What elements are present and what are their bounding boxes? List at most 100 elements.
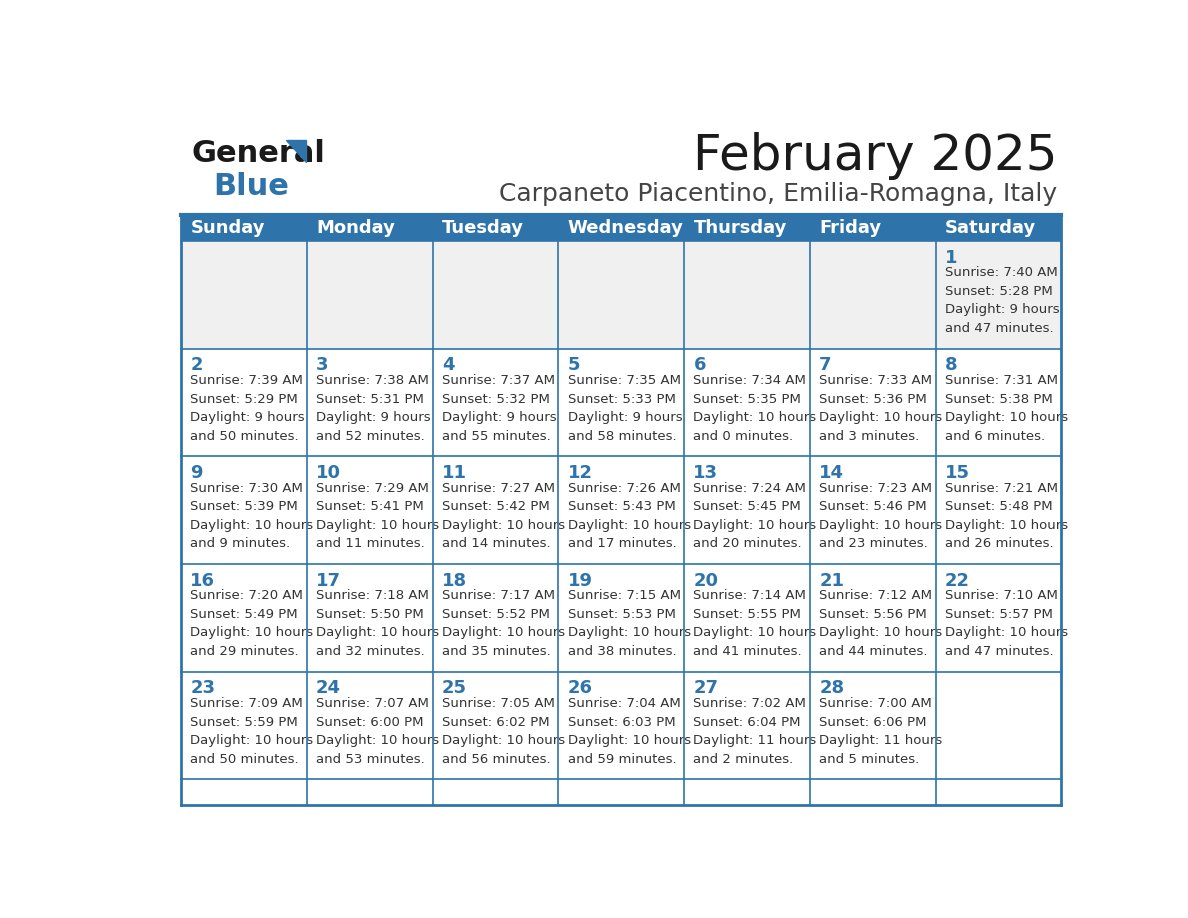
Bar: [810, 564, 936, 672]
Text: Sunrise: 7:30 AM
Sunset: 5:39 PM
Daylight: 10 hours
and 9 minutes.: Sunrise: 7:30 AM Sunset: 5:39 PM Dayligh…: [190, 482, 314, 550]
Text: Sunrise: 7:14 AM
Sunset: 5:55 PM
Daylight: 10 hours
and 41 minutes.: Sunrise: 7:14 AM Sunset: 5:55 PM Dayligh…: [694, 589, 816, 658]
Text: Sunrise: 7:09 AM
Sunset: 5:59 PM
Daylight: 10 hours
and 50 minutes.: Sunrise: 7:09 AM Sunset: 5:59 PM Dayligh…: [190, 697, 314, 766]
Bar: [936, 456, 1061, 564]
Bar: [684, 215, 810, 241]
Text: Sunrise: 7:24 AM
Sunset: 5:45 PM
Daylight: 10 hours
and 20 minutes.: Sunrise: 7:24 AM Sunset: 5:45 PM Dayligh…: [694, 482, 816, 550]
Text: Sunrise: 7:15 AM
Sunset: 5:53 PM
Daylight: 10 hours
and 38 minutes.: Sunrise: 7:15 AM Sunset: 5:53 PM Dayligh…: [568, 589, 690, 658]
Bar: [307, 672, 432, 779]
Text: Sunrise: 7:29 AM
Sunset: 5:41 PM
Daylight: 10 hours
and 11 minutes.: Sunrise: 7:29 AM Sunset: 5:41 PM Dayligh…: [316, 482, 440, 550]
Text: 4: 4: [442, 356, 454, 375]
Text: 19: 19: [568, 572, 593, 589]
Text: Sunrise: 7:05 AM
Sunset: 6:02 PM
Daylight: 10 hours
and 56 minutes.: Sunrise: 7:05 AM Sunset: 6:02 PM Dayligh…: [442, 697, 565, 766]
Text: 23: 23: [190, 679, 215, 698]
Text: Sunrise: 7:18 AM
Sunset: 5:50 PM
Daylight: 10 hours
and 32 minutes.: Sunrise: 7:18 AM Sunset: 5:50 PM Dayligh…: [316, 589, 440, 658]
Text: 17: 17: [316, 572, 341, 589]
Text: February 2025: February 2025: [693, 131, 1057, 180]
Bar: [307, 349, 432, 456]
Bar: [432, 241, 558, 349]
Bar: [558, 456, 684, 564]
Text: 25: 25: [442, 679, 467, 698]
Text: Sunrise: 7:40 AM
Sunset: 5:28 PM
Daylight: 9 hours
and 47 minutes.: Sunrise: 7:40 AM Sunset: 5:28 PM Dayligh…: [944, 266, 1060, 335]
Text: Sunrise: 7:34 AM
Sunset: 5:35 PM
Daylight: 10 hours
and 0 minutes.: Sunrise: 7:34 AM Sunset: 5:35 PM Dayligh…: [694, 375, 816, 442]
Bar: [181, 672, 307, 779]
Bar: [936, 564, 1061, 672]
Text: 28: 28: [820, 679, 845, 698]
Bar: [307, 215, 432, 241]
Text: 11: 11: [442, 465, 467, 482]
Bar: [181, 215, 307, 241]
Text: 20: 20: [694, 572, 719, 589]
Bar: [936, 349, 1061, 456]
Polygon shape: [285, 140, 305, 162]
Text: Monday: Monday: [316, 219, 394, 237]
Text: Sunday: Sunday: [190, 219, 265, 237]
Text: 24: 24: [316, 679, 341, 698]
Text: 15: 15: [944, 465, 969, 482]
Text: 21: 21: [820, 572, 845, 589]
Text: Sunrise: 7:20 AM
Sunset: 5:49 PM
Daylight: 10 hours
and 29 minutes.: Sunrise: 7:20 AM Sunset: 5:49 PM Dayligh…: [190, 589, 314, 658]
Text: Wednesday: Wednesday: [568, 219, 683, 237]
Bar: [558, 564, 684, 672]
Text: Sunrise: 7:26 AM
Sunset: 5:43 PM
Daylight: 10 hours
and 17 minutes.: Sunrise: 7:26 AM Sunset: 5:43 PM Dayligh…: [568, 482, 690, 550]
Text: Sunrise: 7:12 AM
Sunset: 5:56 PM
Daylight: 10 hours
and 44 minutes.: Sunrise: 7:12 AM Sunset: 5:56 PM Dayligh…: [820, 589, 942, 658]
Text: Sunrise: 7:33 AM
Sunset: 5:36 PM
Daylight: 10 hours
and 3 minutes.: Sunrise: 7:33 AM Sunset: 5:36 PM Dayligh…: [820, 375, 942, 442]
Text: Sunrise: 7:07 AM
Sunset: 6:00 PM
Daylight: 10 hours
and 53 minutes.: Sunrise: 7:07 AM Sunset: 6:00 PM Dayligh…: [316, 697, 440, 766]
Text: Sunrise: 7:21 AM
Sunset: 5:48 PM
Daylight: 10 hours
and 26 minutes.: Sunrise: 7:21 AM Sunset: 5:48 PM Dayligh…: [944, 482, 1068, 550]
Text: 13: 13: [694, 465, 719, 482]
Bar: [684, 241, 810, 349]
Bar: [684, 564, 810, 672]
Bar: [432, 215, 558, 241]
Bar: [558, 672, 684, 779]
Bar: [558, 349, 684, 456]
Text: Friday: Friday: [820, 219, 881, 237]
Text: Sunrise: 7:23 AM
Sunset: 5:46 PM
Daylight: 10 hours
and 23 minutes.: Sunrise: 7:23 AM Sunset: 5:46 PM Dayligh…: [820, 482, 942, 550]
Text: Sunrise: 7:38 AM
Sunset: 5:31 PM
Daylight: 9 hours
and 52 minutes.: Sunrise: 7:38 AM Sunset: 5:31 PM Dayligh…: [316, 375, 431, 442]
Bar: [936, 672, 1061, 779]
Text: 18: 18: [442, 572, 467, 589]
Bar: [307, 456, 432, 564]
Bar: [307, 241, 432, 349]
Text: 7: 7: [820, 356, 832, 375]
Text: General: General: [191, 139, 326, 168]
Bar: [432, 564, 558, 672]
Text: Sunrise: 7:35 AM
Sunset: 5:33 PM
Daylight: 9 hours
and 58 minutes.: Sunrise: 7:35 AM Sunset: 5:33 PM Dayligh…: [568, 375, 682, 442]
Bar: [684, 349, 810, 456]
Bar: [307, 564, 432, 672]
Text: Tuesday: Tuesday: [442, 219, 524, 237]
Text: Sunrise: 7:27 AM
Sunset: 5:42 PM
Daylight: 10 hours
and 14 minutes.: Sunrise: 7:27 AM Sunset: 5:42 PM Dayligh…: [442, 482, 565, 550]
Bar: [810, 241, 936, 349]
Text: Sunrise: 7:00 AM
Sunset: 6:06 PM
Daylight: 11 hours
and 5 minutes.: Sunrise: 7:00 AM Sunset: 6:06 PM Dayligh…: [820, 697, 942, 766]
Text: Blue: Blue: [213, 172, 289, 201]
Text: 14: 14: [820, 465, 845, 482]
Bar: [936, 215, 1061, 241]
Text: 2: 2: [190, 356, 203, 375]
Bar: [810, 672, 936, 779]
Text: Sunrise: 7:04 AM
Sunset: 6:03 PM
Daylight: 10 hours
and 59 minutes.: Sunrise: 7:04 AM Sunset: 6:03 PM Dayligh…: [568, 697, 690, 766]
Text: 6: 6: [694, 356, 706, 375]
Bar: [432, 672, 558, 779]
Bar: [936, 241, 1061, 349]
Bar: [181, 349, 307, 456]
Bar: [558, 241, 684, 349]
Text: Sunrise: 7:39 AM
Sunset: 5:29 PM
Daylight: 9 hours
and 50 minutes.: Sunrise: 7:39 AM Sunset: 5:29 PM Dayligh…: [190, 375, 305, 442]
Text: 12: 12: [568, 465, 593, 482]
Bar: [810, 215, 936, 241]
Text: Sunrise: 7:37 AM
Sunset: 5:32 PM
Daylight: 9 hours
and 55 minutes.: Sunrise: 7:37 AM Sunset: 5:32 PM Dayligh…: [442, 375, 556, 442]
Text: Saturday: Saturday: [944, 219, 1036, 237]
Text: Sunrise: 7:17 AM
Sunset: 5:52 PM
Daylight: 10 hours
and 35 minutes.: Sunrise: 7:17 AM Sunset: 5:52 PM Dayligh…: [442, 589, 565, 658]
Bar: [181, 564, 307, 672]
Bar: [181, 241, 307, 349]
Text: 10: 10: [316, 465, 341, 482]
Bar: [558, 215, 684, 241]
Text: Sunrise: 7:02 AM
Sunset: 6:04 PM
Daylight: 11 hours
and 2 minutes.: Sunrise: 7:02 AM Sunset: 6:04 PM Dayligh…: [694, 697, 816, 766]
Bar: [432, 349, 558, 456]
Text: 27: 27: [694, 679, 719, 698]
Text: Thursday: Thursday: [694, 219, 786, 237]
Bar: [684, 672, 810, 779]
Text: 3: 3: [316, 356, 329, 375]
Bar: [181, 456, 307, 564]
Text: 1: 1: [944, 249, 958, 267]
Bar: [684, 456, 810, 564]
Text: Carpaneto Piacentino, Emilia-Romagna, Italy: Carpaneto Piacentino, Emilia-Romagna, It…: [499, 182, 1057, 206]
Bar: [810, 349, 936, 456]
